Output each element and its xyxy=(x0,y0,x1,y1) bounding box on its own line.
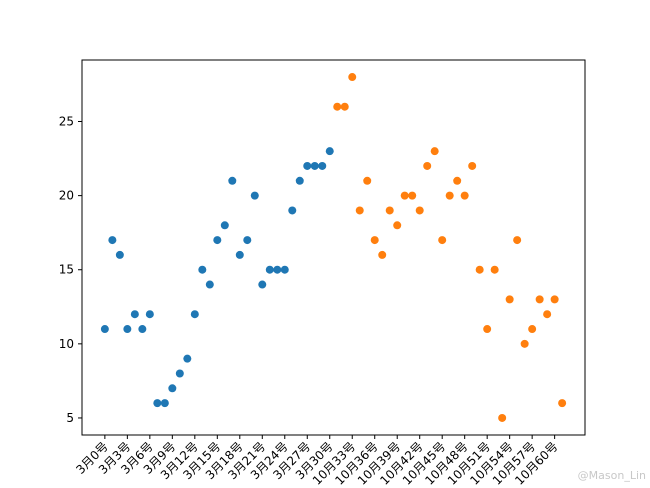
point xyxy=(520,339,529,348)
point xyxy=(325,147,334,156)
point xyxy=(333,102,342,111)
point xyxy=(250,191,259,200)
point xyxy=(535,295,544,304)
point xyxy=(385,206,394,215)
point xyxy=(415,206,424,215)
point xyxy=(213,236,222,245)
point xyxy=(550,295,559,304)
point xyxy=(153,399,162,408)
point xyxy=(363,176,372,185)
point xyxy=(393,221,402,230)
point xyxy=(175,369,184,378)
y-tick-label: 20 xyxy=(59,189,74,203)
point xyxy=(273,265,282,274)
point xyxy=(168,384,177,393)
point xyxy=(295,176,304,185)
point xyxy=(400,191,409,200)
point xyxy=(258,280,267,289)
point xyxy=(138,325,147,334)
point xyxy=(115,250,124,259)
point xyxy=(528,325,537,334)
point xyxy=(468,161,477,170)
point xyxy=(558,399,567,408)
point xyxy=(220,221,229,230)
point xyxy=(145,310,154,319)
point xyxy=(303,161,312,170)
point xyxy=(475,265,484,274)
point xyxy=(438,236,447,245)
point xyxy=(130,310,139,319)
point xyxy=(205,280,214,289)
point xyxy=(190,310,199,319)
point xyxy=(183,354,192,363)
point xyxy=(280,265,289,274)
point xyxy=(318,161,327,170)
point xyxy=(198,265,207,274)
point xyxy=(228,176,237,185)
point xyxy=(370,236,379,245)
point xyxy=(100,325,109,334)
y-tick-label: 5 xyxy=(66,411,74,425)
point xyxy=(160,399,169,408)
point xyxy=(490,265,499,274)
point xyxy=(445,191,454,200)
point xyxy=(288,206,297,215)
point xyxy=(235,250,244,259)
point xyxy=(265,265,274,274)
y-tick-label: 15 xyxy=(59,263,74,277)
y-tick-label: 25 xyxy=(59,115,74,129)
point xyxy=(378,250,387,259)
point xyxy=(310,161,319,170)
point xyxy=(460,191,469,200)
point xyxy=(108,236,117,245)
point xyxy=(505,295,514,304)
point xyxy=(483,325,492,334)
point xyxy=(543,310,552,319)
point xyxy=(348,73,357,82)
point xyxy=(408,191,417,200)
point xyxy=(430,147,439,156)
point xyxy=(123,325,132,334)
watermark: @Mason_Lin xyxy=(578,469,646,482)
point xyxy=(498,413,507,422)
y-tick-label: 10 xyxy=(59,337,74,351)
point xyxy=(513,236,522,245)
point xyxy=(243,236,252,245)
point xyxy=(355,206,364,215)
point xyxy=(340,102,349,111)
point xyxy=(453,176,462,185)
axes-frame xyxy=(81,59,586,436)
point xyxy=(423,161,432,170)
